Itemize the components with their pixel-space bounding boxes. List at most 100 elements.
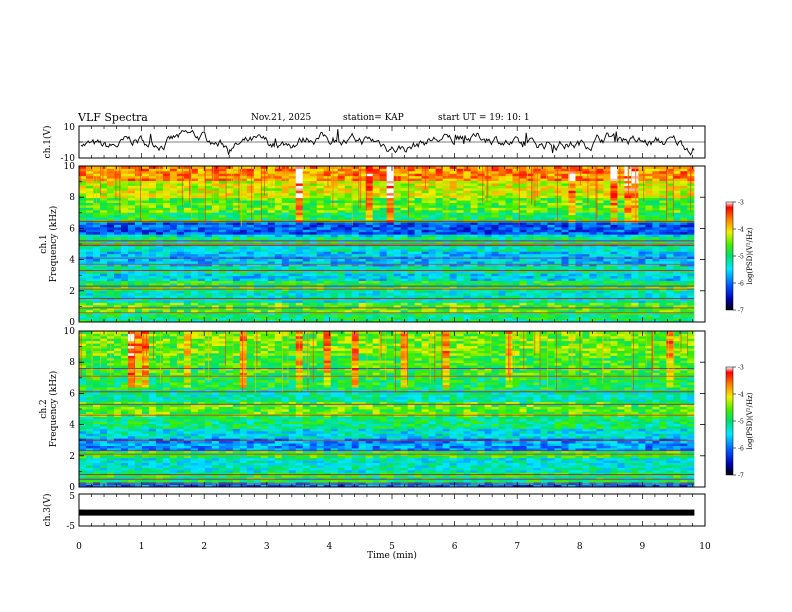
spectrogram-cell bbox=[288, 226, 297, 230]
spectrogram-cell bbox=[400, 168, 409, 172]
spectrogram-cell bbox=[533, 300, 541, 303]
spectrogram-cell bbox=[274, 207, 283, 211]
spectrogram-cell bbox=[155, 319, 164, 323]
spectrogram-cell bbox=[589, 175, 597, 179]
spectrogram-cell bbox=[470, 246, 478, 250]
spectrogram-cell bbox=[316, 234, 325, 238]
spectrogram-cell bbox=[386, 229, 395, 233]
spectrogram-cell bbox=[183, 312, 192, 316]
spectrogram-cell bbox=[498, 285, 506, 289]
spectrogram-cell bbox=[155, 270, 164, 274]
spectrogram-cell bbox=[491, 183, 499, 186]
chart-title: VLF Spectra bbox=[78, 111, 148, 124]
spectrogram-cell bbox=[442, 190, 451, 194]
spectrogram-cell bbox=[519, 222, 527, 225]
spectrogram-cell bbox=[316, 302, 325, 306]
spectrogram-cell bbox=[519, 302, 527, 306]
spectrogram-cell bbox=[554, 217, 562, 221]
spectrogram-cell bbox=[428, 278, 437, 281]
spectrogram-cell bbox=[246, 217, 255, 221]
ch1-spectrogram-image bbox=[79, 166, 705, 323]
spectrogram-cell bbox=[260, 317, 269, 320]
spectrogram-cell bbox=[379, 195, 388, 199]
spectrogram-cell bbox=[463, 285, 471, 289]
spectrogram-cell bbox=[386, 222, 395, 225]
spectrogram-cell bbox=[141, 183, 150, 186]
spectrogram-cell bbox=[281, 222, 290, 225]
spectrogram-cell bbox=[568, 248, 576, 252]
spectrogram-cell bbox=[246, 236, 255, 240]
spectrogram-cell bbox=[169, 195, 178, 199]
spectrogram-cell bbox=[106, 231, 115, 235]
spectrogram-cell bbox=[365, 312, 374, 316]
spectrogram-cell bbox=[176, 246, 185, 250]
spectrogram-cell bbox=[302, 180, 311, 184]
spectrogram-cell bbox=[120, 290, 129, 294]
spectrogram-cell bbox=[218, 236, 227, 240]
spectrogram-cell bbox=[225, 290, 234, 294]
spectrogram-cell bbox=[505, 314, 513, 318]
spectrogram-cell bbox=[547, 314, 555, 318]
spectrogram-cell bbox=[79, 241, 87, 245]
spectrogram-cell bbox=[162, 246, 171, 250]
spectrogram-cell bbox=[533, 295, 541, 299]
spectrogram-cell bbox=[267, 224, 276, 228]
spectrogram-cell bbox=[169, 202, 178, 206]
spectrogram-cell bbox=[79, 251, 87, 255]
spectrogram-cell bbox=[344, 265, 353, 269]
spectrogram-cell bbox=[365, 185, 374, 189]
spectrogram-cell bbox=[603, 319, 611, 323]
spectrogram-cell bbox=[358, 200, 367, 203]
spectrogram-cell bbox=[477, 246, 485, 250]
spectrogram-cell bbox=[491, 166, 499, 169]
spectrogram-cell bbox=[190, 224, 199, 228]
spectrogram-cell bbox=[365, 231, 374, 235]
spectrogram-cell bbox=[428, 205, 437, 208]
spectrogram-cell bbox=[589, 226, 597, 230]
spectrogram-cell bbox=[253, 312, 262, 316]
spectrogram-cell bbox=[400, 197, 409, 201]
spectrogram-cell bbox=[295, 263, 304, 267]
spectrogram-cell bbox=[463, 270, 471, 274]
spectrogram-cell bbox=[330, 192, 339, 196]
spectrogram-cell bbox=[288, 302, 297, 306]
spectrogram-cell bbox=[484, 248, 492, 252]
spectrogram-cell bbox=[155, 205, 164, 208]
spectrogram-cell bbox=[596, 312, 604, 316]
spectrogram-cell bbox=[498, 300, 506, 303]
spectrogram-cell bbox=[106, 302, 115, 306]
spectrogram-cell bbox=[435, 195, 444, 199]
spectrogram-cell bbox=[183, 226, 192, 230]
spectrogram-cell bbox=[449, 168, 457, 172]
spectrogram-cell bbox=[414, 222, 423, 225]
spectrogram-cell bbox=[540, 222, 548, 225]
ch1-x-ticks bbox=[78, 125, 706, 159]
spectrogram-cell bbox=[351, 283, 360, 286]
spectrogram-cell bbox=[134, 173, 143, 177]
spectrogram-cell bbox=[260, 278, 269, 281]
spectrogram-cell bbox=[533, 229, 541, 233]
spectrogram-cell bbox=[134, 214, 143, 218]
spectrogram-cell bbox=[197, 192, 206, 196]
spectrogram-cell bbox=[134, 205, 143, 208]
spectrogram-cell bbox=[197, 187, 206, 191]
spectrogram-cell bbox=[372, 183, 381, 186]
spectrogram-cell bbox=[449, 292, 457, 296]
spectrogram-cell bbox=[589, 185, 597, 189]
spectrogram-cell bbox=[519, 265, 527, 269]
spectrogram-cell bbox=[267, 307, 276, 311]
spectrogram-cell bbox=[190, 270, 199, 274]
spectrogram-cell bbox=[449, 319, 457, 323]
spectrogram-cell bbox=[365, 258, 374, 262]
spectrogram-cell bbox=[162, 234, 171, 238]
spectrogram-cell bbox=[148, 246, 157, 250]
spectrogram-cell bbox=[176, 268, 185, 272]
spectrogram-cell bbox=[498, 226, 506, 230]
spectrogram-cell bbox=[589, 317, 597, 320]
spectrogram-cell bbox=[533, 236, 541, 240]
spectrogram-cell bbox=[596, 205, 604, 208]
spectrogram-cell bbox=[218, 300, 227, 303]
spectrogram-cell bbox=[365, 222, 374, 225]
spectrogram-cell bbox=[155, 229, 164, 233]
spectrogram-cell bbox=[141, 312, 150, 316]
